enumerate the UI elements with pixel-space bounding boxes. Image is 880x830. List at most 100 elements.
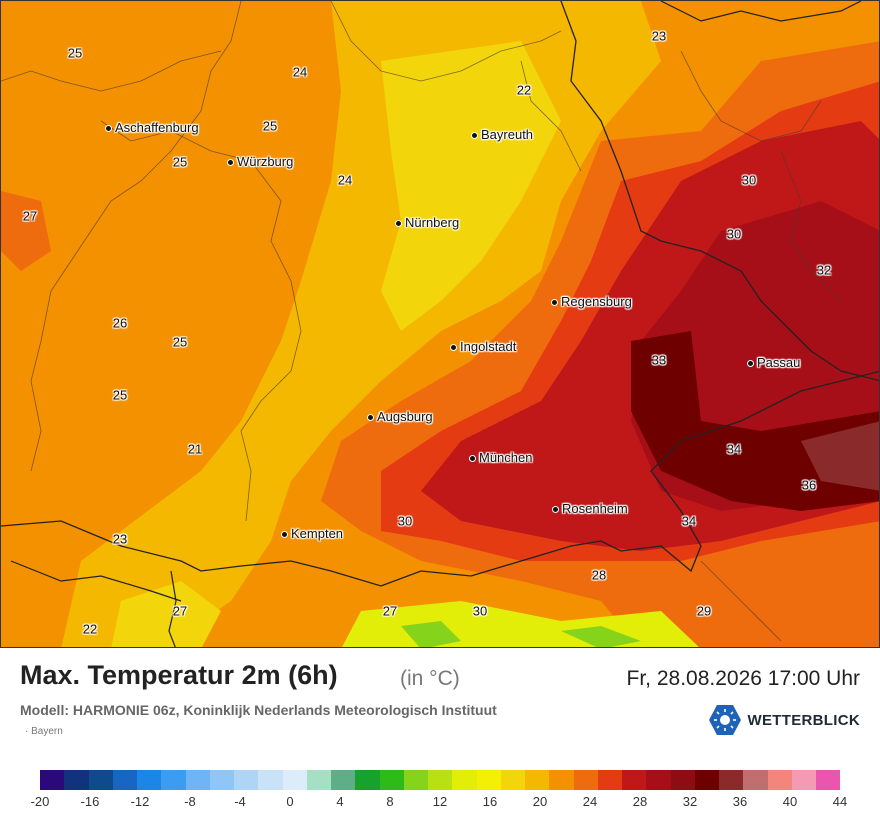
model-info: Modell: HARMONIE 06z, Koninklijk Nederla… [20,702,497,718]
legend-tick: -12 [130,794,150,809]
legend-tick: 12 [432,794,448,809]
temp-value: 23 [112,531,128,547]
legend-tick: -4 [234,794,246,809]
band-27-west [1,191,51,271]
temp-value: 29 [696,603,712,619]
city-dot-icon [367,414,374,422]
legend-tick: -20 [30,794,50,809]
legend-swatch [694,770,719,790]
city-dot-icon [551,299,558,307]
legend-swatch [282,770,307,790]
legend-tick: 40 [782,794,798,809]
region-line [100,120,302,522]
legend-tick: 36 [732,794,748,809]
border-north-east [660,1,862,22]
temp-value: 30 [726,226,742,242]
city-label-wuerzburg: Würzburg [227,154,293,169]
city-label-kempten: Kempten [281,526,343,541]
legend-swatch [719,770,744,790]
city-label-ingolstadt: Ingolstadt [450,339,516,354]
temp-value: 25 [112,387,128,403]
legend-swatch [64,770,89,790]
temp-value: 28 [591,567,607,583]
border-austria [1,370,879,587]
legend-swatch [355,770,380,790]
temp-value: 25 [172,154,188,170]
legend-swatch [549,770,574,790]
region-line [700,560,782,642]
legend-swatch [306,770,331,790]
city-label-muenchen: München [469,450,532,465]
legend-swatch [379,770,404,790]
border-czech [560,1,879,382]
region-line [30,1,242,472]
band-22-south [111,581,221,647]
legend-swatch [40,770,65,790]
temp-value: 30 [741,172,757,188]
city-label-bayreuth: Bayreuth [471,127,533,142]
city-label-aschaffenburg: Aschaffenburg [105,120,199,135]
brand-logo[interactable]: WETTERBLICK [708,704,860,736]
temperature-map[interactable]: Aschaffenburg Würzburg Bayreuth Nürnberg… [0,0,880,648]
legend-swatch [573,770,598,790]
legend-swatch [112,770,137,790]
legend-swatch [452,770,477,790]
legend-swatch [234,770,259,790]
temp-value: 27 [172,603,188,619]
region-line [330,1,562,82]
city-label-nuernberg: Nürnberg [395,215,459,230]
city-dot-icon [450,344,457,352]
temp-value: 33 [651,352,667,368]
legend-swatch [258,770,283,790]
city-dot-icon [747,360,754,368]
legend-swatch [476,770,501,790]
temperature-field [1,1,879,647]
legend-swatch [767,770,792,790]
region-label: · Bayern [25,726,63,737]
border-liechtenstein [168,570,177,647]
city-label-passau: Passau [747,355,800,370]
legend-tick: 44 [832,794,848,809]
temp-value: 25 [67,45,83,61]
legend-swatch [209,770,234,790]
temp-value: 34 [681,513,697,529]
band-12-alps [401,621,641,647]
temp-value: 22 [82,621,98,637]
legend-tick: 16 [482,794,498,809]
temp-value: 25 [172,334,188,350]
unit-label: (in °C) [400,667,460,690]
temp-value: 32 [816,262,832,278]
legend-swatch [500,770,525,790]
legend-tick: 24 [582,794,598,809]
temp-value: 23 [651,28,667,44]
wetterblick-logo-icon [708,705,741,735]
temp-value: 34 [726,441,742,457]
temp-value: 30 [397,513,413,529]
temp-value: 27 [22,208,38,224]
city-dot-icon [471,132,478,140]
legend-swatch [88,770,113,790]
temp-value: 25 [262,118,278,134]
legend-tick: -8 [184,794,196,809]
legend-ticks: -20 -16 -12 -8 -4 0 4 8 12 16 20 24 28 32 36 40 44 [31,790,848,810]
legend-tick: 4 [336,794,344,809]
legend-swatch [622,770,647,790]
brand-name: WETTERBLICK [747,711,860,729]
legend-swatch [403,770,428,790]
legend-tick: 20 [532,794,548,809]
band-36 [801,421,879,491]
legend-swatch [428,770,453,790]
legend-swatch [331,770,356,790]
city-dot-icon [395,220,402,228]
city-label-regensburg: Regensburg [551,294,632,309]
legend-swatch [670,770,695,790]
legend-swatch [791,770,816,790]
temp-value: 21 [187,441,203,457]
city-label-augsburg: Augsburg [367,409,433,424]
legend-swatch [597,770,622,790]
city-label-rosenheim: Rosenheim [552,501,628,516]
legend-swatch [743,770,768,790]
temp-value: 30 [472,603,488,619]
legend-tick: 28 [632,794,648,809]
city-dot-icon [469,455,476,463]
